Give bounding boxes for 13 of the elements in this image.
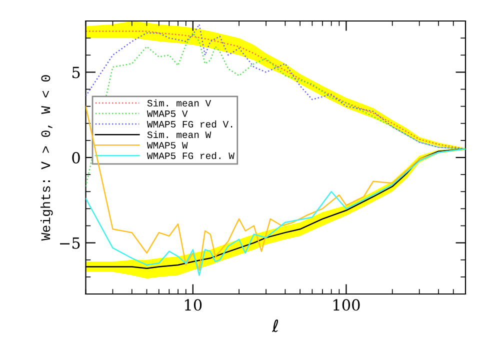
x-axis-title: ℓ — [272, 319, 278, 332]
y-tick-label: 5 — [72, 66, 80, 78]
y-tick-label: 0 — [72, 152, 80, 164]
legend-label: WMAP5 V — [146, 110, 188, 118]
legend-label: WMAP5 FG red V. — [146, 120, 232, 128]
y-axis-title: Weights: V > 0, W < 0 — [40, 75, 53, 241]
y-tick-label: −5 — [60, 237, 80, 249]
x-tick-label: 100 — [333, 299, 360, 311]
legend-label: WMAP5 FG red. W — [146, 152, 234, 160]
x-tick-label: 10 — [185, 299, 202, 311]
legend-label: Sim. mean V — [147, 99, 212, 107]
legend-label: WMAP5 W — [146, 142, 188, 149]
legend-label: Sim. mean W — [147, 130, 212, 138]
